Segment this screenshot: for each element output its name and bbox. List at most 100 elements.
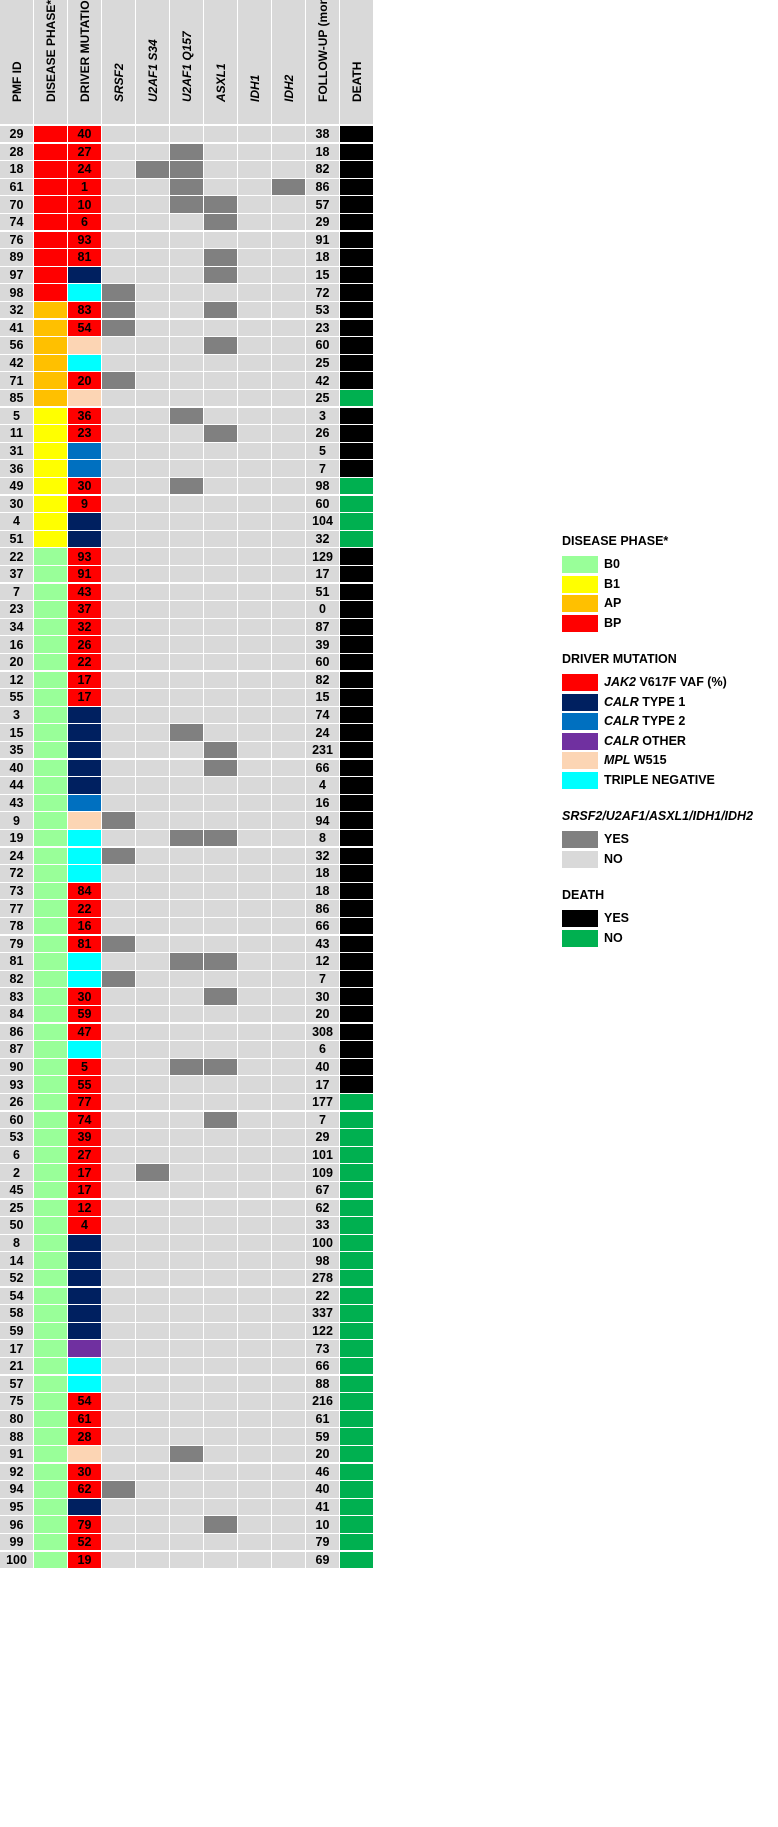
- phase-cell: [34, 1393, 67, 1410]
- asxl1-cell: [204, 1410, 237, 1428]
- u2af1-q157-cell: [170, 918, 203, 935]
- idh1-cell: [238, 1410, 271, 1428]
- u2af1-q157-cell: [170, 1446, 203, 1463]
- vaf-value: 22: [77, 655, 92, 670]
- driver-cell: [68, 478, 101, 495]
- followup-cell: [306, 1041, 339, 1058]
- u2af1-s34-cell: [136, 1393, 169, 1410]
- pmf-id: 8: [13, 1235, 20, 1250]
- u2af1-s34-cell: [136, 566, 169, 583]
- followup-value: 15: [315, 690, 330, 705]
- followup-cell: [306, 478, 339, 495]
- u2af1-s34-cell: [136, 178, 169, 196]
- legend-title: DEATH: [562, 888, 604, 902]
- legend-item: B1: [562, 575, 772, 594]
- followup-cell: [306, 1111, 339, 1128]
- phase-cell: [34, 1234, 67, 1252]
- idh1-cell: [238, 302, 271, 319]
- id-cell: [0, 636, 33, 653]
- id-cell: [0, 266, 33, 284]
- followup-cell: [306, 1252, 339, 1269]
- pmf-id: 36: [9, 461, 24, 476]
- followup-value: 16: [315, 795, 330, 810]
- followup-value: 66: [315, 1359, 330, 1374]
- driver-cell: [68, 636, 101, 653]
- idh2-cell: [272, 1041, 305, 1058]
- phase-cell: [34, 918, 67, 935]
- u2af1-q157-cell: [170, 1322, 203, 1340]
- asxl1-cell: [204, 918, 237, 935]
- death-cell: [340, 1252, 373, 1269]
- asxl1-cell: [204, 830, 237, 847]
- asxl1-cell: [204, 706, 237, 724]
- followup-value: 7: [319, 461, 326, 476]
- u2af1-s34-cell: [136, 900, 169, 917]
- idh2-cell: [272, 337, 305, 354]
- u2af1-q157-cell: [170, 935, 203, 952]
- vaf-value: 91: [77, 567, 92, 582]
- death-cell: [340, 442, 373, 460]
- death-cell: [340, 1129, 373, 1146]
- followup-cell: [306, 442, 339, 460]
- legend-swatch: [562, 595, 598, 613]
- phase-cell: [34, 442, 67, 460]
- death-cell: [340, 794, 373, 812]
- vaf-value: 52: [77, 1535, 92, 1550]
- srsf2-cell: [102, 1199, 135, 1216]
- phase-cell: [34, 865, 67, 882]
- death-cell: [340, 1217, 373, 1234]
- death-cell: [340, 724, 373, 741]
- column-header-label: DISEASE PHASE*: [43, 0, 58, 102]
- idh2-cell: [272, 618, 305, 636]
- asxl1-cell: [204, 689, 237, 706]
- idh2-cell: [272, 319, 305, 336]
- u2af1-s34-cell: [136, 636, 169, 653]
- srsf2-cell: [102, 601, 135, 618]
- u2af1-q157-cell: [170, 900, 203, 917]
- idh1-cell: [238, 742, 271, 759]
- pmf-id: 56: [9, 338, 24, 353]
- srsf2-cell: [102, 1270, 135, 1287]
- vaf-value: 16: [77, 919, 92, 934]
- phase-cell: [34, 847, 67, 864]
- u2af1-s34-cell: [136, 231, 169, 248]
- idh1-cell: [238, 1463, 271, 1480]
- u2af1-q157-cell: [170, 1146, 203, 1164]
- u2af1-s34-cell: [136, 671, 169, 688]
- driver-cell: [68, 1287, 101, 1304]
- followup-cell: [306, 337, 339, 354]
- followup-value: 42: [315, 373, 330, 388]
- pmf-id: 15: [9, 725, 24, 740]
- legend-item: B0: [562, 556, 772, 574]
- legend-item: CALR TYPE 1: [562, 693, 772, 712]
- srsf2-cell: [102, 1023, 135, 1040]
- idh2-cell: [272, 566, 305, 583]
- id-cell: [0, 390, 33, 407]
- pmf-id: 71: [9, 373, 24, 388]
- u2af1-q157-cell: [170, 1023, 203, 1040]
- death-cell: [340, 1182, 373, 1199]
- idh1-cell: [238, 143, 271, 160]
- phase-cell: [34, 337, 67, 354]
- driver-cell: [68, 935, 101, 952]
- srsf2-cell: [102, 1340, 135, 1357]
- legend-title-text: SRSF2/U2AF1/ASXL1/IDH1/IDH2: [562, 809, 754, 823]
- u2af1-q157-cell: [170, 724, 203, 741]
- pmf-id: 4: [13, 514, 20, 529]
- followup-value: 20: [315, 1447, 330, 1462]
- pmf-id: 31: [9, 443, 24, 458]
- followup-cell: [306, 1305, 339, 1322]
- driver-cell: [68, 618, 101, 636]
- death-cell: [340, 284, 373, 301]
- asxl1-cell: [204, 1428, 237, 1445]
- followup-value: 43: [315, 936, 330, 951]
- vaf-value: 5: [81, 1059, 88, 1074]
- u2af1-s34-cell: [136, 407, 169, 424]
- legend-swatch: [562, 693, 598, 711]
- asxl1-cell: [204, 654, 237, 671]
- legend-label: YES: [604, 832, 629, 846]
- driver-cell: [68, 1322, 101, 1340]
- asxl1-cell: [204, 1023, 237, 1040]
- pmf-id: 98: [9, 285, 24, 300]
- id-cell: [0, 865, 33, 882]
